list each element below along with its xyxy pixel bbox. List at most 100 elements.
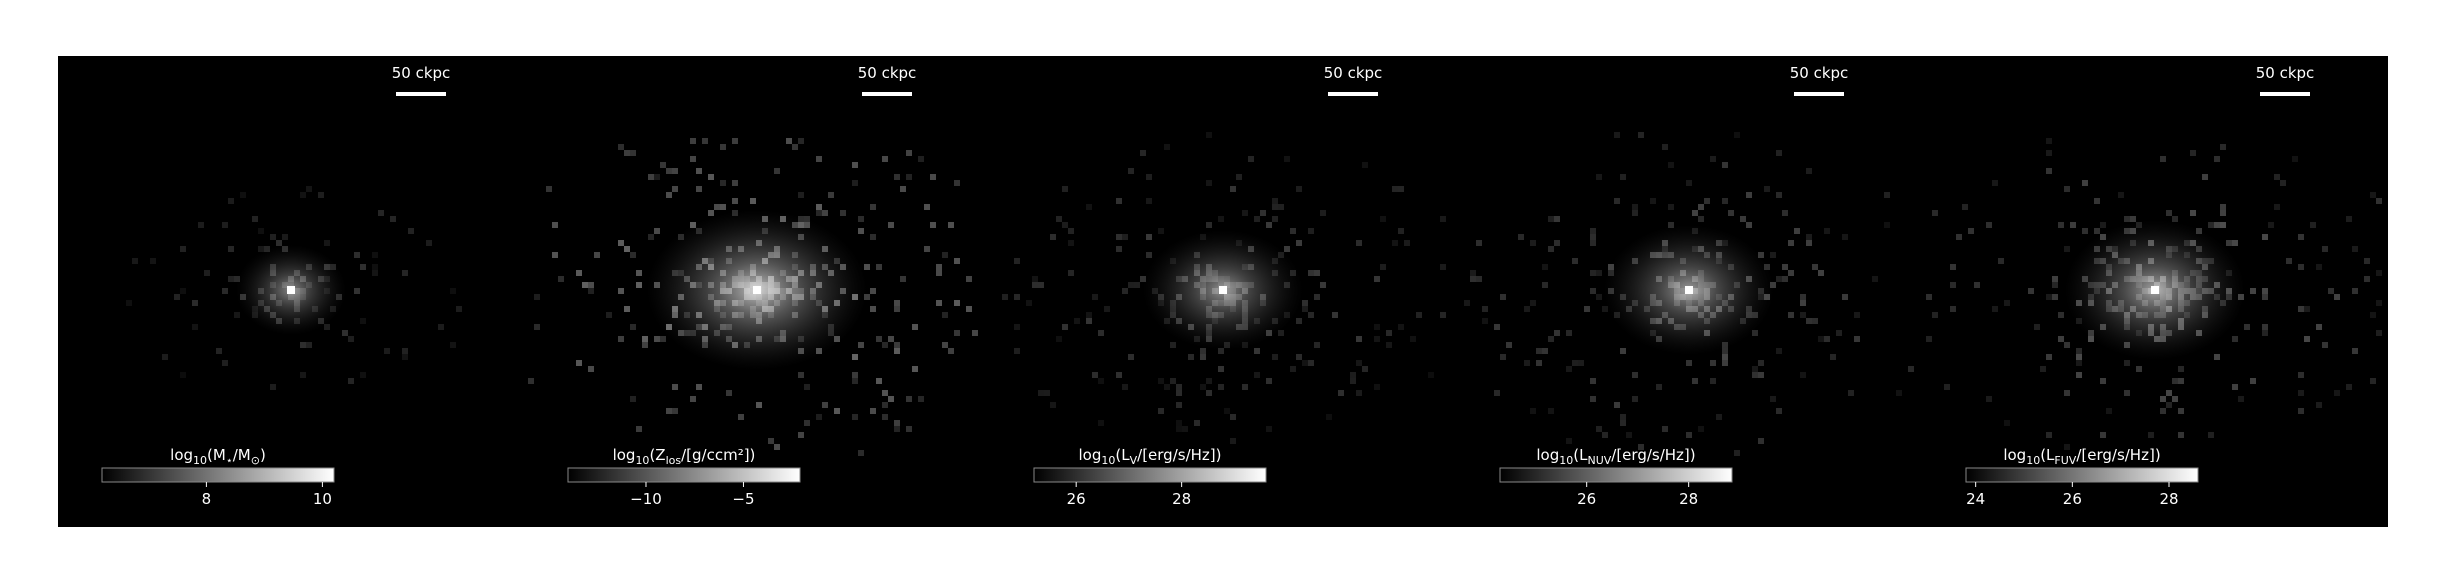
pixel xyxy=(1146,174,1152,180)
pixel xyxy=(672,186,678,192)
pixel xyxy=(1218,366,1224,372)
pixel xyxy=(1758,372,1764,378)
pixel xyxy=(1986,396,1992,402)
pixel xyxy=(630,396,636,402)
pixel xyxy=(1014,294,1020,300)
pixel xyxy=(450,342,456,348)
pixel xyxy=(1266,378,1272,384)
pixel xyxy=(300,342,306,348)
pixel xyxy=(222,222,228,228)
pixel xyxy=(2172,216,2178,222)
pixel xyxy=(1308,360,1314,366)
pixel xyxy=(2364,276,2370,282)
pixel xyxy=(1146,198,1152,204)
pixel xyxy=(1176,426,1182,432)
label-part: 10 xyxy=(1559,454,1573,467)
pixel xyxy=(1554,330,1560,336)
pixel xyxy=(1314,294,1320,300)
pixel xyxy=(1302,306,1308,312)
pixel xyxy=(702,138,708,144)
pixel xyxy=(654,174,660,180)
pixel xyxy=(2040,366,2046,372)
pixel xyxy=(1194,420,1200,426)
pixel xyxy=(906,174,912,180)
pixel xyxy=(2376,198,2382,204)
pixel xyxy=(1164,144,1170,150)
pixel xyxy=(1956,234,1962,240)
pixel xyxy=(2106,408,2112,414)
pixel xyxy=(552,252,558,258)
pixel xyxy=(918,396,924,402)
pixel xyxy=(870,408,876,414)
pixel xyxy=(276,240,282,246)
pixel xyxy=(1098,378,1104,384)
pixel xyxy=(1788,270,1794,276)
pixel xyxy=(618,336,624,342)
pixel xyxy=(1752,366,1758,372)
pixel xyxy=(1272,204,1278,210)
colorbar xyxy=(1033,467,1267,483)
pixel xyxy=(1362,366,1368,372)
pixel xyxy=(936,300,942,306)
pixel xyxy=(630,150,636,156)
pixel xyxy=(1242,384,1248,390)
label-part: /[g/ccm²]) xyxy=(681,446,755,464)
pixel xyxy=(2352,246,2358,252)
pixel xyxy=(1542,264,1548,270)
pixel xyxy=(1266,426,1272,432)
pixel xyxy=(636,426,642,432)
pixel xyxy=(882,156,888,162)
pixel xyxy=(2250,288,2256,294)
label-part: ⊙ xyxy=(251,454,260,467)
pixel xyxy=(1800,294,1806,300)
pixel xyxy=(1290,228,1296,234)
pixel xyxy=(2226,240,2232,246)
pixel xyxy=(2304,336,2310,342)
pixel xyxy=(1188,354,1194,360)
pixel xyxy=(918,156,924,162)
pixel xyxy=(1032,282,1038,288)
pixel xyxy=(1932,312,1938,318)
pixel xyxy=(1398,228,1404,234)
pixel xyxy=(2082,228,2088,234)
pixel xyxy=(2208,222,2214,228)
label-part: /[erg/s/Hz]) xyxy=(2076,446,2160,464)
pixel xyxy=(1602,306,1608,312)
pixel xyxy=(1158,378,1164,384)
label-part: log xyxy=(1079,446,1102,464)
pixel xyxy=(588,282,594,288)
pixel xyxy=(954,330,960,336)
pixel xyxy=(1782,210,1788,216)
pixel xyxy=(894,426,900,432)
pixel xyxy=(300,192,306,198)
pixel xyxy=(1302,300,1308,306)
pixel xyxy=(2046,354,2052,360)
label-part: log xyxy=(170,446,193,464)
pixel xyxy=(1236,174,1242,180)
pixel xyxy=(1566,438,1572,444)
pixel xyxy=(318,192,324,198)
pixel xyxy=(2352,348,2358,354)
pixel xyxy=(1494,390,1500,396)
pixel xyxy=(1314,342,1320,348)
pixel xyxy=(1302,360,1308,366)
pixel xyxy=(1722,162,1728,168)
pixel xyxy=(192,300,198,306)
pixel xyxy=(558,276,564,282)
pixel xyxy=(1098,330,1104,336)
colorbar xyxy=(101,467,335,483)
pixel xyxy=(864,294,870,300)
pixel xyxy=(1596,294,1602,300)
pixel xyxy=(270,234,276,240)
pixel xyxy=(942,312,948,318)
pixel xyxy=(696,168,702,174)
pixel xyxy=(1116,198,1122,204)
pixel xyxy=(2364,258,2370,264)
pixel xyxy=(852,372,858,378)
pixel xyxy=(906,426,912,432)
pixel xyxy=(180,288,186,294)
pixel xyxy=(270,384,276,390)
pixel xyxy=(666,408,672,414)
pixel xyxy=(378,210,384,216)
pixel xyxy=(954,258,960,264)
